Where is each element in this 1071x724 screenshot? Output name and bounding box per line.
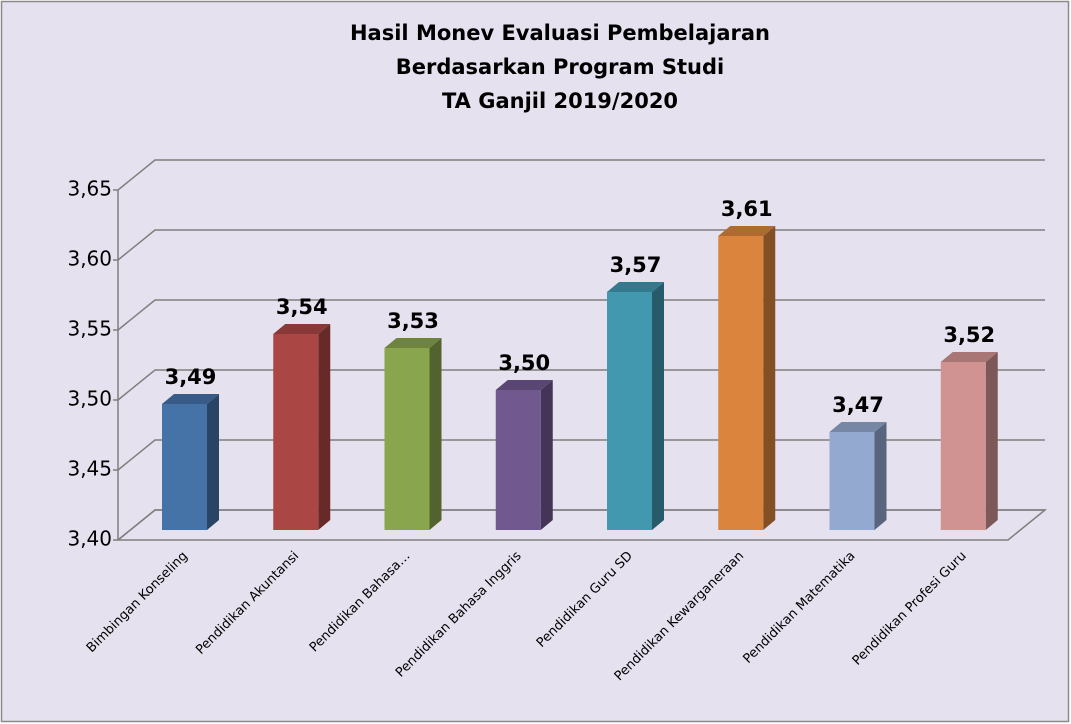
data-label: 3,61: [721, 197, 773, 221]
bar-side: [207, 394, 219, 530]
data-label: 3,57: [610, 253, 662, 277]
y-tick-label: 3,40: [67, 527, 112, 551]
chart-title: Berdasarkan Program Studi: [396, 55, 725, 79]
bar-side: [540, 380, 553, 530]
data-label: 3,53: [387, 309, 439, 333]
bar: [273, 334, 319, 530]
data-label: 3,54: [276, 295, 328, 319]
y-tick-label: 3,60: [67, 247, 112, 271]
data-label: 3,50: [498, 351, 550, 375]
bar-side: [429, 338, 442, 530]
bar: [607, 292, 652, 530]
data-label: 3,52: [943, 323, 995, 347]
y-tick-label: 3,45: [67, 457, 112, 481]
bar: [162, 404, 207, 530]
bar: [829, 432, 875, 530]
data-label: 3,49: [165, 365, 217, 389]
bar-side: [763, 226, 776, 530]
y-tick-label: 3,65: [67, 177, 112, 201]
bar-top: [718, 226, 776, 236]
bar: [718, 236, 764, 530]
y-tick-label: 3,50: [67, 387, 112, 411]
bar-top: [829, 422, 887, 432]
y-tick-label: 3,55: [67, 317, 112, 341]
bar-top: [940, 352, 998, 362]
bar-top: [162, 394, 219, 404]
bar-side: [985, 352, 998, 530]
bar-top: [273, 324, 331, 334]
bar-side: [318, 324, 331, 530]
chart-title: Hasil Monev Evaluasi Pembelajaran: [350, 21, 770, 45]
bar-side: [652, 282, 664, 530]
bar: [384, 348, 430, 530]
bar-side: [874, 422, 887, 530]
bar-top: [495, 380, 553, 390]
bar-top: [384, 338, 442, 348]
bar-top: [607, 282, 664, 292]
bar: [495, 390, 541, 530]
chart-title: TA Ganjil 2019/2020: [442, 89, 678, 113]
grid-line: [117, 159, 1045, 191]
data-label: 3,47: [832, 393, 884, 417]
floor: [115, 509, 1048, 541]
bar: [940, 362, 986, 530]
